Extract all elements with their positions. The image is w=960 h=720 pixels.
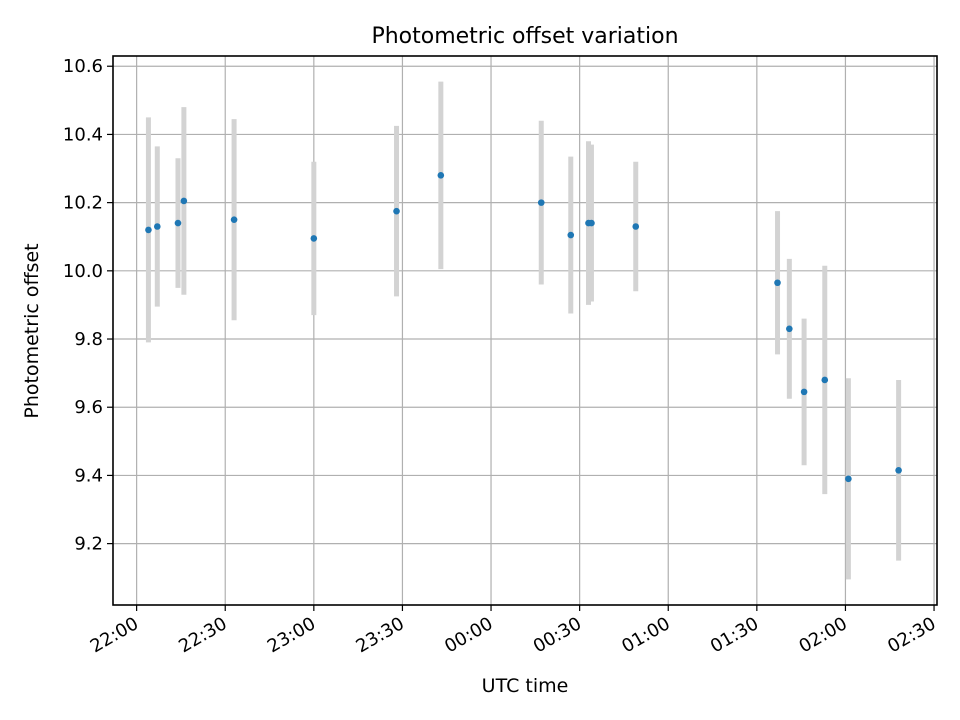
data-points <box>145 172 902 483</box>
data-point <box>393 207 400 215</box>
y-axis-ticks: 9.2 9.4 9.6 9.8 10.0 10.2 10.4 10.6 <box>63 56 113 555</box>
y-tick-label: 10.0 <box>63 261 103 282</box>
data-point <box>154 223 161 230</box>
y-tick-label: 9.2 <box>74 534 103 555</box>
x-axis-label: UTC time <box>482 675 569 697</box>
data-point <box>145 226 152 234</box>
data-point <box>632 223 640 230</box>
y-axis-label: Photometric offset <box>21 243 43 418</box>
data-point <box>774 279 781 287</box>
data-point <box>537 199 545 206</box>
plot-frame <box>112 55 938 606</box>
data-point <box>567 231 575 239</box>
data-point <box>786 325 793 333</box>
data-point <box>180 197 188 205</box>
data-point <box>800 388 808 396</box>
y-tick-label: 9.6 <box>74 397 103 418</box>
chart-title: Photometric offset variation <box>371 24 678 49</box>
data-point <box>230 216 238 223</box>
y-tick-label: 10.6 <box>63 56 103 77</box>
data-point <box>310 235 318 242</box>
y-tick-label: 10.4 <box>63 124 103 145</box>
data-point <box>174 219 182 227</box>
grid <box>113 56 937 605</box>
data-point <box>588 219 595 227</box>
data-point <box>821 376 829 384</box>
y-tick-label: 10.2 <box>63 193 103 214</box>
data-point <box>437 172 445 179</box>
y-tick-label: 9.8 <box>74 329 103 350</box>
data-point <box>895 467 902 474</box>
data-point <box>845 475 852 483</box>
y-tick-label: 9.4 <box>74 465 103 486</box>
